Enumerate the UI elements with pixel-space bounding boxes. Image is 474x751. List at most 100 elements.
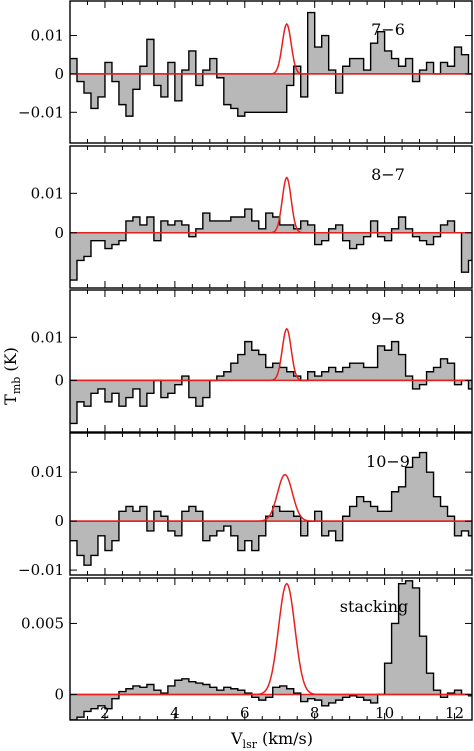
channel-bar bbox=[70, 521, 78, 541]
channel-bar bbox=[377, 31, 386, 74]
channel-bar bbox=[363, 501, 372, 522]
channel-bar bbox=[153, 232, 162, 241]
channel-bar bbox=[237, 521, 246, 551]
channel-bar bbox=[111, 232, 120, 245]
channel-bar bbox=[230, 73, 239, 109]
channel-bar bbox=[167, 224, 176, 233]
channel-bar bbox=[356, 58, 365, 74]
channel-bar bbox=[90, 380, 99, 394]
channel-bar bbox=[118, 511, 127, 522]
channel-bar bbox=[405, 580, 413, 695]
channel-bar bbox=[412, 380, 420, 389]
channel-bar bbox=[391, 58, 399, 74]
channel-bar bbox=[307, 694, 316, 699]
channel-bar bbox=[335, 371, 344, 381]
channel-bar bbox=[237, 354, 246, 381]
panel-label: 7−6 bbox=[371, 20, 405, 39]
channel-bar bbox=[97, 232, 106, 241]
channel-bar bbox=[258, 73, 267, 113]
channel-bar bbox=[286, 688, 295, 695]
channel-bar bbox=[223, 73, 232, 105]
channel-bar bbox=[461, 54, 469, 74]
channel-bar bbox=[125, 380, 134, 398]
channel-bar bbox=[321, 521, 330, 536]
channel-bar bbox=[370, 367, 379, 381]
channel-bar bbox=[300, 521, 309, 536]
channel-bar bbox=[391, 623, 399, 695]
channel-bar bbox=[202, 684, 211, 695]
panel-label: stacking bbox=[340, 597, 409, 616]
channel-bar bbox=[111, 73, 120, 82]
channel-bar bbox=[125, 73, 134, 117]
channel-bar bbox=[398, 66, 406, 74]
channel-bar bbox=[468, 232, 472, 261]
channel-bar bbox=[111, 521, 120, 541]
channel-bar bbox=[300, 73, 309, 97]
channel-bar bbox=[314, 694, 323, 701]
channel-bar bbox=[202, 380, 211, 398]
channel-bar bbox=[412, 232, 420, 237]
channel-bar bbox=[153, 690, 162, 695]
channel-bar bbox=[195, 380, 204, 407]
channel-bar bbox=[426, 371, 434, 381]
channel-bar bbox=[377, 511, 386, 522]
channel-bar bbox=[433, 496, 441, 522]
channel-bar bbox=[398, 583, 406, 695]
channel-bar bbox=[90, 232, 99, 241]
channel-bar bbox=[419, 380, 427, 385]
channel-bar bbox=[272, 73, 281, 113]
channel-bar bbox=[118, 232, 127, 241]
channel-bar bbox=[279, 511, 288, 522]
channel-bar bbox=[230, 363, 239, 381]
channel-bar bbox=[342, 694, 351, 698]
channel-bar bbox=[391, 228, 399, 233]
channel-bar bbox=[76, 521, 85, 556]
channel-bar bbox=[265, 213, 274, 233]
channel-bar bbox=[174, 73, 183, 101]
channel-bar bbox=[237, 73, 246, 117]
channel-bar bbox=[174, 521, 183, 536]
channel-bar bbox=[363, 70, 372, 74]
channel-bar bbox=[111, 694, 120, 699]
channel-bar bbox=[125, 688, 134, 695]
channel-bar bbox=[209, 220, 218, 233]
model-fit-line bbox=[70, 22, 472, 75]
channel-bar bbox=[146, 39, 155, 74]
observed-spectrum bbox=[70, 580, 472, 720]
channel-bar bbox=[90, 694, 99, 709]
channel-bar bbox=[440, 224, 448, 233]
panel-plot-area bbox=[70, 176, 472, 281]
channel-bar bbox=[440, 506, 448, 522]
channel-bar bbox=[321, 232, 330, 241]
y-tick-label: 0.01 bbox=[31, 184, 64, 202]
channel-bar bbox=[139, 66, 148, 74]
channel-bar bbox=[426, 673, 434, 695]
channel-bar bbox=[132, 685, 141, 695]
channel-bar bbox=[398, 486, 406, 522]
channel-bar bbox=[146, 521, 155, 531]
channel-bar bbox=[258, 521, 267, 536]
channel-bar bbox=[202, 70, 211, 74]
channel-bar bbox=[433, 690, 441, 695]
channel-bar bbox=[70, 232, 78, 281]
panel-frame bbox=[69, 0, 473, 144]
y-tick-label: 0 bbox=[54, 224, 64, 242]
channel-bar bbox=[426, 232, 434, 245]
channel-bar bbox=[118, 691, 127, 695]
panel-label: 10−9 bbox=[366, 452, 410, 471]
channel-bar bbox=[265, 73, 274, 113]
channel-bar bbox=[90, 73, 99, 109]
channel-bar bbox=[363, 232, 372, 237]
channel-bar bbox=[132, 217, 141, 233]
channel-bar bbox=[146, 380, 155, 394]
channel-bar bbox=[419, 636, 427, 695]
channel-bar bbox=[300, 220, 309, 233]
channel-bar bbox=[356, 694, 365, 698]
channel-bar bbox=[167, 62, 176, 74]
channel-bar bbox=[412, 73, 420, 82]
channel-bar bbox=[188, 681, 197, 695]
channel-bar bbox=[223, 371, 232, 381]
channel-bar bbox=[377, 232, 386, 237]
channel-bar bbox=[468, 521, 472, 536]
